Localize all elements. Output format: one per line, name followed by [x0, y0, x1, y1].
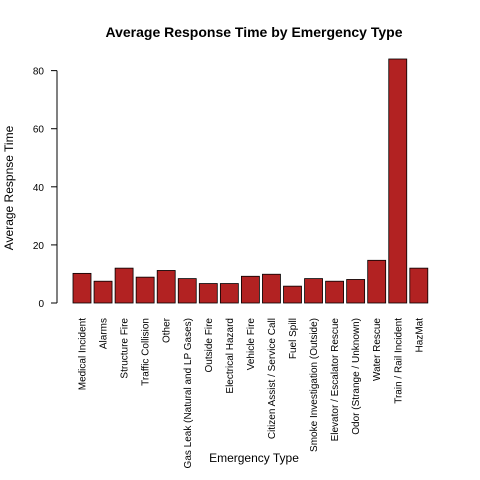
x-tick-label: Other: [162, 317, 173, 343]
bar: [114, 267, 134, 304]
bar: [262, 273, 281, 304]
bar: [156, 270, 176, 304]
bar: [325, 280, 345, 304]
bar: [72, 272, 92, 304]
bar: [177, 278, 197, 304]
y-tick-label: 40: [33, 183, 45, 194]
x-tick-label: Smoke Investigation (Outside): [309, 318, 320, 452]
x-tick-label: Elevator / Escalator Rescue: [330, 318, 341, 442]
x-axis-tick-labels: Medical Incident Alarms Structure Fire Traf…: [78, 317, 426, 468]
x-tick-label: Fuel Spill: [288, 318, 299, 359]
y-tick-label: 60: [33, 125, 45, 136]
bar: [93, 280, 113, 304]
bar: [346, 279, 366, 304]
x-tick-label: Structure Fire: [120, 318, 131, 379]
bar: [409, 267, 429, 304]
x-tick-label: Medical Incident: [78, 318, 89, 390]
x-axis-label: Emergency Type: [209, 451, 299, 465]
bar: [240, 275, 260, 304]
bar: [283, 285, 302, 304]
x-tick-label: Citizen Assist / Service Call: [267, 318, 278, 439]
chart-title: Average Response Time by Emergency Type: [106, 24, 403, 40]
x-tick-label: Outside Fire: [204, 318, 215, 373]
bar: [304, 278, 323, 304]
x-tick-label: Vehicle Fire: [246, 318, 257, 371]
x-tick-label: Train / Rail Incident: [393, 318, 404, 404]
x-tick-label: Gas Leak (Natural and LP Gases): [183, 318, 194, 468]
x-tick-label: Electrical Hazard: [225, 318, 236, 394]
bar: [198, 283, 218, 304]
y-tick-label: 20: [33, 241, 45, 252]
bar: [388, 58, 408, 304]
y-tick-label: 80: [33, 67, 45, 78]
x-tick-label: Water Rescue: [372, 318, 383, 381]
bar: [135, 276, 155, 304]
bars-group: [72, 58, 429, 304]
x-tick-label: Traffic Collision: [141, 318, 152, 386]
y-axis-ticks: 0 20 40 60 80: [33, 67, 57, 310]
x-tick-label: Odor (Strange / Unknown): [351, 318, 362, 435]
y-tick-label: 0: [38, 299, 44, 310]
bar: [367, 259, 387, 304]
x-tick-label: Alarms: [99, 318, 110, 349]
y-axis-label: Average Respnse Time: [2, 125, 16, 250]
bar: [219, 283, 239, 304]
x-tick-label: HazMat: [414, 318, 425, 353]
